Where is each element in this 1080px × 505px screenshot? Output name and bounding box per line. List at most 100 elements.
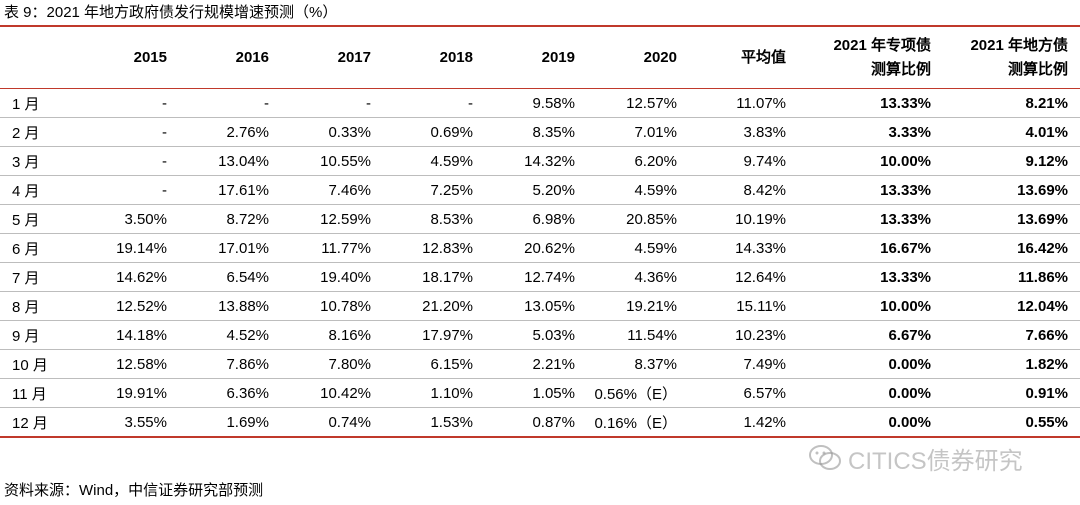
value-cell: 19.21% [587,291,689,321]
value-cell: 12.52% [74,291,179,321]
value-cell: 3.55% [74,407,179,438]
value-cell: 13.05% [485,291,587,321]
value-cell: 7.46% [281,175,383,205]
value-cell: 11.77% [281,233,383,263]
value-cell: 8.35% [485,117,587,147]
value-cell: 19.91% [74,378,179,408]
value-cell: 9.58% [485,88,587,118]
special-bond-ratio-cell: 13.33% [798,204,943,234]
value-cell: 0.69% [383,117,485,147]
local-bond-ratio-cell: 7.66% [943,320,1080,350]
value-cell: 12.64% [689,262,798,292]
value-cell: 21.20% [383,291,485,321]
month-cell: 8 月 [0,291,74,321]
table-row: 7 月 14.62% 6.54% 19.40% 18.17% 12.74% 4.36% 12.… [0,262,1080,292]
header-2017: 2017 [281,28,383,89]
month-cell: 3 月 [0,146,74,176]
value-cell: 5.20% [485,175,587,205]
local-bond-ratio-cell: 4.01% [943,117,1080,147]
value-cell: 12.59% [281,204,383,234]
value-cell: 13.88% [179,291,281,321]
value-cell: 15.11% [689,291,798,321]
table-body: 1 月 - - - -9.58% 12.57% 11.07% 13.33% 8.21% 2 月-2… [0,88,1080,438]
value-cell: 6.54% [179,262,281,292]
value-cell: 10.23% [689,320,798,350]
value-cell: 3.83% [689,117,798,147]
value-cell: 18.17% [383,262,485,292]
value-cell: - [74,146,179,176]
table-row: 10 月 12.58% 7.86% 7.80% 6.15% 2.21% 8.37% 7.49%… [0,349,1080,379]
value-cell: - [281,88,383,118]
value-cell: 11.07% [689,88,798,118]
value-cell: - [179,88,281,118]
source-footnote: 资料来源：Wind，中信证券研究部预测 [4,482,264,499]
table-row: 2 月 -2.76% 0.33% 0.69% 8.35% 7.01% 3.83% 3.33% 4… [0,117,1080,147]
value-cell: 7.80% [281,349,383,379]
value-cell: 0.56%（E） [587,378,689,408]
value-cell: 0.16%（E） [587,407,689,438]
month-cell: 6 月 [0,233,74,263]
value-cell: 3.50% [74,204,179,234]
value-cell: 0.74% [281,407,383,438]
value-cell: 8.42% [689,175,798,205]
local-bond-ratio-cell: 12.04% [943,291,1080,321]
value-cell: 7.25% [383,175,485,205]
value-cell: 8.53% [383,204,485,234]
value-cell: 17.01% [179,233,281,263]
value-cell: 8.16% [281,320,383,350]
value-cell: 5.03% [485,320,587,350]
local-bond-ratio-cell: 0.91% [943,378,1080,408]
special-bond-ratio-cell: 0.00% [798,349,943,379]
month-cell: 10 月 [0,349,74,379]
value-cell: 1.42% [689,407,798,438]
value-cell: 10.55% [281,146,383,176]
value-cell: 10.42% [281,378,383,408]
header-2016: 2016 [179,28,281,89]
month-cell: 4 月 [0,175,74,205]
special-bond-ratio-cell: 6.67% [798,320,943,350]
value-cell: 14.32% [485,146,587,176]
title-rule [0,25,1080,27]
value-cell: 12.74% [485,262,587,292]
header-blank [0,28,74,89]
special-bond-ratio-cell: 10.00% [798,291,943,321]
special-bond-ratio-cell: 3.33% [798,117,943,147]
value-cell: - [383,88,485,118]
value-cell: 17.97% [383,320,485,350]
value-cell: 4.52% [179,320,281,350]
local-bond-ratio-cell: 13.69% [943,204,1080,234]
value-cell: 4.36% [587,262,689,292]
value-cell: 4.59% [587,175,689,205]
month-cell: 12 月 [0,407,74,438]
header-special-bond-line1: 2021 年专项债 [833,37,931,54]
value-cell: 12.58% [74,349,179,379]
value-cell: 1.05% [485,378,587,408]
table-row: 11 月 19.91% 6.36% 10.42% 1.10% 1.05% 0.56%（E） 6… [0,378,1080,408]
value-cell: 10.19% [689,204,798,234]
value-cell: 6.57% [689,378,798,408]
value-cell: 7.01% [587,117,689,147]
header-local-bond-line1: 2021 年地方债 [970,37,1068,54]
special-bond-ratio-cell: 0.00% [798,407,943,438]
month-cell: 1 月 [0,88,74,118]
value-cell: 7.49% [689,349,798,379]
local-bond-ratio-cell: 13.69% [943,175,1080,205]
header-2018: 2018 [383,28,485,89]
value-cell: 4.59% [587,233,689,263]
value-cell: 1.69% [179,407,281,438]
local-bond-ratio-cell: 8.21% [943,88,1080,118]
header-special-bond-line2: 测算比例 [870,61,931,78]
header-2019: 2019 [485,28,587,89]
header-2020: 2020 [587,28,689,89]
header-special-bond: 2021 年专项债 测算比例 [798,28,943,89]
value-cell: 20.85% [587,204,689,234]
table-row: 12 月 3.55% 1.69% 0.74% 1.53% 0.87% 0.16%（E） 1.4… [0,407,1080,438]
value-cell: 11.54% [587,320,689,350]
value-cell: 1.10% [383,378,485,408]
special-bond-ratio-cell: 13.33% [798,88,943,118]
table-row: 8 月 12.52% 13.88% 10.78% 21.20% 13.05% 19.21% 1… [0,291,1080,321]
local-bond-ratio-cell: 9.12% [943,146,1080,176]
value-cell: 12.57% [587,88,689,118]
value-cell: 7.86% [179,349,281,379]
